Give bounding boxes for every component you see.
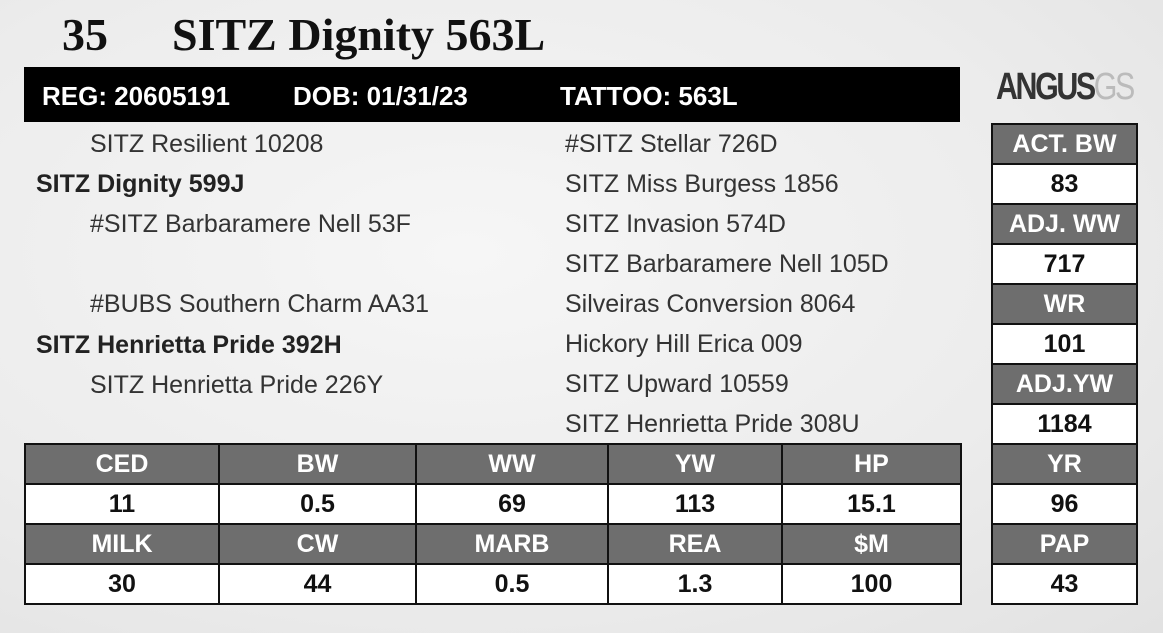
epd-value: 30 bbox=[24, 563, 220, 605]
epd-value: 69 bbox=[415, 483, 609, 525]
side-value: 43 bbox=[991, 563, 1138, 605]
animal-name: SITZ Dignity 563L bbox=[172, 9, 546, 60]
epd-value: 44 bbox=[218, 563, 417, 605]
epd-label: CED bbox=[24, 443, 220, 485]
epd-label: CW bbox=[218, 523, 417, 565]
side-label: ADJ. WW bbox=[991, 203, 1138, 245]
pedigree-name: SITZ Resilient 10208 bbox=[90, 130, 324, 158]
pedigree-name: #BUBS Southern Charm AA31 bbox=[90, 290, 430, 318]
logo-text: ANGUS bbox=[996, 66, 1096, 108]
pedigree-name: SITZ Invasion 574D bbox=[565, 210, 786, 238]
side-label: WR bbox=[991, 283, 1138, 325]
epd-label: HP bbox=[781, 443, 962, 485]
pedigree-name: #SITZ Barbaramere Nell 53F bbox=[90, 210, 411, 238]
side-label: YR bbox=[991, 443, 1138, 485]
reg: REG: 20605191 bbox=[42, 81, 230, 111]
pedigree-name: SITZ Dignity 599J bbox=[36, 170, 245, 198]
tattoo: TATTOO: 563L bbox=[560, 81, 738, 111]
lot-number: 35 bbox=[62, 9, 108, 60]
logo: ANGUSGS bbox=[996, 66, 1136, 109]
epd-value: 15.1 bbox=[781, 483, 962, 525]
side-label: ACT. BW bbox=[991, 123, 1138, 165]
pedigree-name: SITZ Henrietta Pride 226Y bbox=[90, 371, 384, 399]
epd-value: 0.5 bbox=[218, 483, 417, 525]
pedigree-name: SITZ Barbaramere Nell 105D bbox=[565, 250, 889, 278]
epd-label: MARB bbox=[415, 523, 609, 565]
pedigree-name: SITZ Upward 10559 bbox=[565, 370, 789, 398]
side-value: 101 bbox=[991, 323, 1138, 365]
pedigree-name: Silveiras Conversion 8064 bbox=[565, 290, 856, 318]
dob: DOB: 01/31/23 bbox=[293, 81, 468, 111]
pedigree-name: SITZ Henrietta Pride 392H bbox=[36, 331, 342, 359]
epd-value: 0.5 bbox=[415, 563, 609, 605]
id-bar bbox=[24, 67, 960, 122]
epd-value: 100 bbox=[781, 563, 962, 605]
side-value: 717 bbox=[991, 243, 1138, 285]
pedigree-name: Hickory Hill Erica 009 bbox=[565, 330, 803, 358]
epd-value: 1.3 bbox=[607, 563, 783, 605]
side-value: 83 bbox=[991, 163, 1138, 205]
epd-label: MILK bbox=[24, 523, 220, 565]
logo-suffix: GS bbox=[1093, 66, 1136, 108]
side-label: ADJ.YW bbox=[991, 363, 1138, 405]
epd-label: YW bbox=[607, 443, 783, 485]
side-value: 1184 bbox=[991, 403, 1138, 445]
pedigree-name: SITZ Miss Burgess 1856 bbox=[565, 170, 839, 198]
epd-label: $M bbox=[781, 523, 962, 565]
epd-label: WW bbox=[415, 443, 609, 485]
epd-label: REA bbox=[607, 523, 783, 565]
side-label: PAP bbox=[991, 523, 1138, 565]
epd-value: 11 bbox=[24, 483, 220, 525]
epd-value: 113 bbox=[607, 483, 783, 525]
pedigree-name: SITZ Henrietta Pride 308U bbox=[565, 410, 860, 438]
pedigree-name: #SITZ Stellar 726D bbox=[565, 130, 778, 158]
side-value: 96 bbox=[991, 483, 1138, 525]
epd-label: BW bbox=[218, 443, 417, 485]
